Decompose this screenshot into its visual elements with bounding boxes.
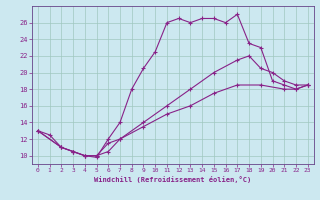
X-axis label: Windchill (Refroidissement éolien,°C): Windchill (Refroidissement éolien,°C) bbox=[94, 176, 252, 183]
